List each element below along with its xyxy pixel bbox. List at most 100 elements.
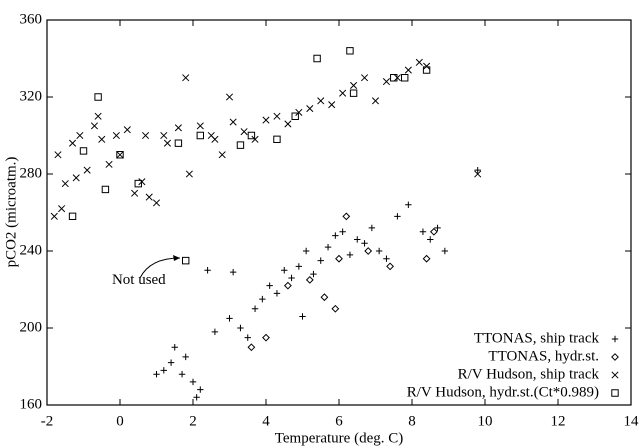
point: [163, 139, 172, 147]
point: [50, 212, 58, 220]
y-axis-label: pCO2 (microatm.): [3, 157, 19, 268]
point: [302, 247, 310, 255]
arrow-head: [173, 255, 180, 261]
point: [328, 101, 336, 109]
point: [178, 371, 186, 378]
point: [405, 201, 412, 208]
point: [423, 62, 431, 70]
point: [317, 97, 325, 105]
point: [474, 170, 482, 178]
point: [288, 274, 295, 282]
point: [116, 151, 124, 159]
x-tick-label: 0: [116, 413, 124, 429]
point: [185, 170, 193, 178]
point: [131, 189, 139, 197]
point: [375, 247, 383, 255]
point: [354, 236, 361, 243]
point: [101, 185, 110, 194]
point: [211, 328, 219, 336]
y-tick-label: 200: [20, 319, 43, 335]
point: [79, 147, 88, 155]
point: [211, 135, 219, 143]
point: [299, 313, 306, 320]
point: [193, 394, 200, 401]
point: [182, 74, 190, 82]
y-tick-label: 320: [20, 88, 43, 104]
x-tick-label: 8: [408, 413, 416, 429]
point: [415, 58, 423, 66]
point: [189, 378, 197, 386]
point: [247, 343, 256, 352]
plot-frame: [46, 19, 632, 406]
point: [273, 135, 281, 144]
point: [259, 295, 266, 303]
point: [182, 256, 190, 265]
point: [441, 247, 449, 255]
point: [273, 112, 281, 120]
point: [339, 89, 347, 97]
point: [225, 93, 234, 101]
legend-marker: [611, 335, 619, 343]
point: [291, 112, 299, 120]
point: [429, 227, 438, 236]
point: [226, 315, 233, 322]
point: [61, 180, 69, 188]
point: [360, 74, 369, 82]
point: [281, 267, 288, 274]
point: [141, 131, 150, 140]
point: [236, 141, 245, 149]
point: [342, 212, 351, 221]
point: [313, 54, 321, 63]
point: [240, 128, 248, 136]
point: [361, 240, 368, 247]
point: [427, 236, 434, 243]
y-tick-label: 160: [20, 396, 43, 412]
point: [116, 151, 124, 159]
point: [251, 305, 259, 312]
point: [160, 367, 167, 374]
point: [76, 131, 84, 140]
point: [349, 89, 358, 97]
point: [332, 232, 339, 239]
point: [324, 243, 332, 251]
point: [371, 97, 380, 105]
point: [174, 124, 182, 132]
point: [283, 281, 292, 290]
legend-label: TTONAS, hydr.st.: [488, 348, 599, 364]
point: [112, 131, 120, 140]
point: [145, 193, 153, 201]
point: [174, 139, 183, 147]
point: [262, 333, 270, 342]
point: [305, 275, 314, 284]
point: [90, 122, 99, 130]
point: [368, 224, 376, 232]
point: [474, 166, 481, 174]
point: [339, 228, 346, 235]
point: [422, 254, 431, 263]
annotation: Not used: [112, 272, 166, 288]
point: [284, 120, 292, 128]
y-tick-label: 280: [20, 165, 43, 181]
point: [310, 270, 317, 278]
point: [331, 304, 340, 313]
point: [83, 166, 91, 174]
point: [167, 359, 175, 366]
point: [72, 174, 80, 182]
point: [401, 74, 409, 82]
point: [237, 324, 244, 332]
point: [383, 255, 390, 262]
x-tick-label: 6: [335, 413, 343, 429]
x-tick-label: 14: [624, 413, 639, 429]
point: [346, 251, 354, 259]
point: [350, 81, 358, 90]
point: [364, 247, 373, 255]
legend-label: TTONAS, ship track: [474, 330, 600, 346]
point: [394, 213, 401, 220]
x-tick-label: 10: [478, 413, 493, 429]
point: [251, 135, 259, 143]
point: [68, 139, 77, 147]
point: [320, 293, 329, 302]
point: [229, 118, 237, 126]
point: [247, 131, 256, 140]
